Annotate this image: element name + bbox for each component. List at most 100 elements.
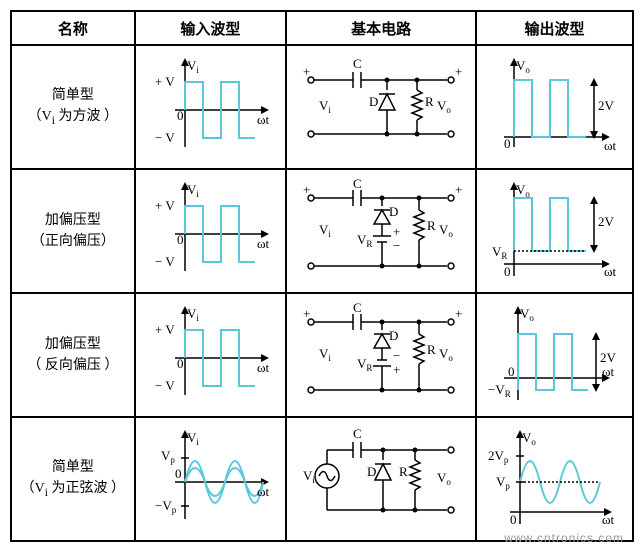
svg-text:2V: 2V xyxy=(598,214,615,229)
svg-text:−: − xyxy=(393,238,400,253)
svg-text:ωt: ωt xyxy=(604,138,617,153)
r2-circ-svg: + + C D VR + − R Vi xyxy=(297,176,465,286)
svg-text:Vo: Vo xyxy=(516,182,530,199)
svg-text:D: D xyxy=(367,464,376,479)
svg-text:−VR: −VR xyxy=(488,382,511,399)
r1-name-l2a: （V xyxy=(28,109,52,124)
row2-input: Vi + V 0 − V ωt xyxy=(135,169,286,293)
watermark: www.cntronics.com xyxy=(504,531,624,545)
r1-in-plusv: + V xyxy=(155,74,175,89)
svg-text:0: 0 xyxy=(175,466,182,481)
svg-text:R: R xyxy=(427,342,436,357)
svg-text:+: + xyxy=(303,182,310,197)
svg-text:Vo: Vo xyxy=(439,346,453,363)
svg-text:Vo: Vo xyxy=(437,98,451,115)
row3-name: 加偏压型 （ 反向偏压 ） xyxy=(11,293,135,417)
r3-name-l1: 加偏压型 xyxy=(12,334,134,355)
r2-name-l1: 加偏压型 xyxy=(12,210,134,231)
svg-text:Vo: Vo xyxy=(522,430,536,447)
r4-name-l1: 简单型 xyxy=(52,460,94,475)
svg-text:ωt: ωt xyxy=(257,236,270,251)
clamp-circuit-table: 名称 输入波型 基本电路 输出波型 简单型 （Vi 为方波 ） Vi + V 0… xyxy=(10,10,634,542)
svg-text:2V: 2V xyxy=(600,350,617,365)
row4-circuit: C Vi D R Vo xyxy=(286,417,476,541)
svg-text:0: 0 xyxy=(177,356,184,371)
svg-text:+: + xyxy=(455,306,462,321)
svg-text:Vi: Vi xyxy=(319,98,331,115)
r1-r-lbl: R xyxy=(425,94,434,109)
svg-text:+ V: + V xyxy=(155,322,175,337)
svg-text:− V: − V xyxy=(155,378,175,393)
svg-text:Vp: Vp xyxy=(161,448,175,465)
row2-circuit: + + C D VR + − R Vi xyxy=(286,169,476,293)
r4-name-l2b: 为正弦波 ） xyxy=(48,481,125,496)
r1-input-svg: Vi + V 0 − V ωt xyxy=(145,52,275,162)
r3-circ-svg: + + C D VR − + R Vi Vo xyxy=(297,300,465,410)
svg-text:Vi: Vi xyxy=(303,468,315,485)
svg-text:+: + xyxy=(303,306,310,321)
svg-text:Vi: Vi xyxy=(187,306,199,323)
svg-text:C: C xyxy=(353,176,362,191)
row3-input: Vi + V 0 − V ωt xyxy=(135,293,286,417)
row4-name: 简单型 （Vi 为正弦波 ） xyxy=(11,417,135,541)
row2-output: Vo VR 0 2V ωt xyxy=(476,169,633,293)
r2-name-l2: （正向偏压） xyxy=(12,231,134,252)
svg-text:VR: VR xyxy=(357,232,372,249)
row3-circuit: + + C D VR − + R Vi Vo xyxy=(286,293,476,417)
table-row: 简单型 （Vi 为正弦波 ） Vi Vp 0 −Vp ωt C xyxy=(11,417,633,541)
row2-name: 加偏压型 （正向偏压） xyxy=(11,169,135,293)
svg-text:+: + xyxy=(455,182,462,197)
r1-c-lbl: C xyxy=(353,56,362,71)
svg-text:+: + xyxy=(393,362,400,377)
svg-text:R: R xyxy=(399,464,408,479)
row1-output: Vo 0 2V ωt xyxy=(476,45,633,169)
svg-text:ωt: ωt xyxy=(257,360,270,375)
header-row: 名称 输入波型 基本电路 输出波型 xyxy=(11,11,633,45)
r1-circ-svg: + + C D R Vi Vo xyxy=(297,52,465,162)
row4-input: Vi Vp 0 −Vp ωt xyxy=(135,417,286,541)
svg-text:Vi: Vi xyxy=(319,346,331,363)
svg-text:ωt: ωt xyxy=(602,364,615,379)
svg-text:−: − xyxy=(393,348,400,363)
svg-text:+: + xyxy=(393,224,400,239)
svg-text:ωt: ωt xyxy=(257,484,270,499)
row1-circuit: + + C D R Vi Vo xyxy=(286,45,476,169)
row1-name: 简单型 （Vi 为方波 ） xyxy=(11,45,135,169)
r1-out-2v: 2V xyxy=(598,98,615,113)
r1-in-minusv: − V xyxy=(155,130,175,145)
svg-text:+ V: + V xyxy=(155,198,175,213)
row4-output: Vo 2Vp Vp 0 ωt xyxy=(476,417,633,541)
svg-text:+: + xyxy=(303,64,310,79)
svg-text:Vi: Vi xyxy=(187,182,199,199)
r1-out-svg: Vo 0 2V ωt xyxy=(486,52,624,162)
svg-text:0: 0 xyxy=(177,108,184,123)
svg-text:0: 0 xyxy=(504,136,511,151)
svg-text:Vi: Vi xyxy=(187,58,199,75)
hdr-output: 输出波型 xyxy=(476,11,633,45)
svg-text:Vp: Vp xyxy=(496,474,510,491)
svg-text:D: D xyxy=(389,204,398,219)
r1-in-wt: ωt xyxy=(257,112,270,127)
svg-text:D: D xyxy=(389,328,398,343)
svg-text:R: R xyxy=(427,218,436,233)
svg-text:C: C xyxy=(353,300,362,315)
svg-text:2Vp: 2Vp xyxy=(488,448,509,465)
r4-name-l2a: （V xyxy=(21,481,45,496)
r3-out-svg: Vo 0 −VR 2V ωt xyxy=(486,300,624,410)
svg-text:Vi: Vi xyxy=(187,430,199,447)
svg-text:0: 0 xyxy=(510,512,517,527)
r4-out-svg: Vo 2Vp Vp 0 ωt xyxy=(486,424,624,534)
svg-text:− V: − V xyxy=(155,254,175,269)
svg-text:+: + xyxy=(455,64,462,79)
svg-text:VR: VR xyxy=(357,356,372,373)
svg-text:ωt: ωt xyxy=(602,512,615,527)
r1-name-l2b: 为方波 ） xyxy=(55,109,118,124)
r4-in-svg: Vi Vp 0 −Vp ωt xyxy=(145,424,275,534)
svg-text:Vo: Vo xyxy=(520,306,534,323)
svg-text:Vo: Vo xyxy=(516,58,530,75)
svg-text:C: C xyxy=(353,426,362,441)
r4-circ-svg: C Vi D R Vo xyxy=(297,424,465,534)
svg-text:−Vp: −Vp xyxy=(155,498,177,515)
r1-name-l1: 简单型 xyxy=(52,88,94,103)
svg-text:0: 0 xyxy=(508,364,515,379)
